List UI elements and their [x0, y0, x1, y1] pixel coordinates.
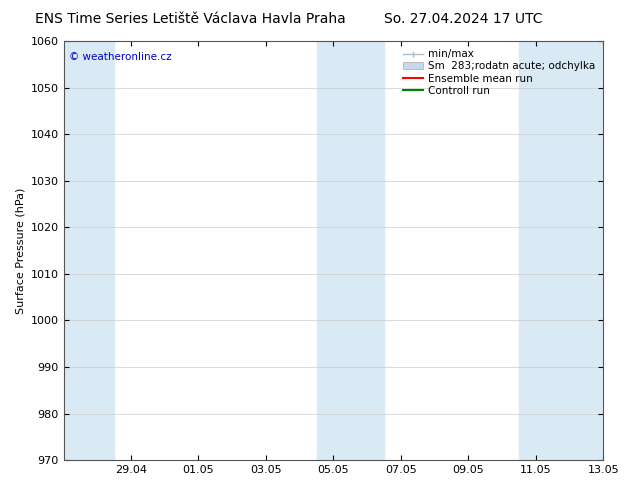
Text: ENS Time Series Letiště Václava Havla Praha: ENS Time Series Letiště Václava Havla Pr…	[35, 12, 346, 26]
Bar	[519, 41, 553, 460]
Y-axis label: Surface Pressure (hPa): Surface Pressure (hPa)	[15, 187, 25, 314]
Bar	[63, 41, 114, 460]
Bar	[553, 41, 603, 460]
Bar	[316, 41, 350, 460]
Text: © weatheronline.cz: © weatheronline.cz	[69, 51, 172, 62]
Legend: min/max, Sm  283;rodatn acute; odchylka, Ensemble mean run, Controll run: min/max, Sm 283;rodatn acute; odchylka, …	[399, 46, 598, 99]
Bar	[350, 41, 384, 460]
Text: So. 27.04.2024 17 UTC: So. 27.04.2024 17 UTC	[384, 12, 542, 26]
